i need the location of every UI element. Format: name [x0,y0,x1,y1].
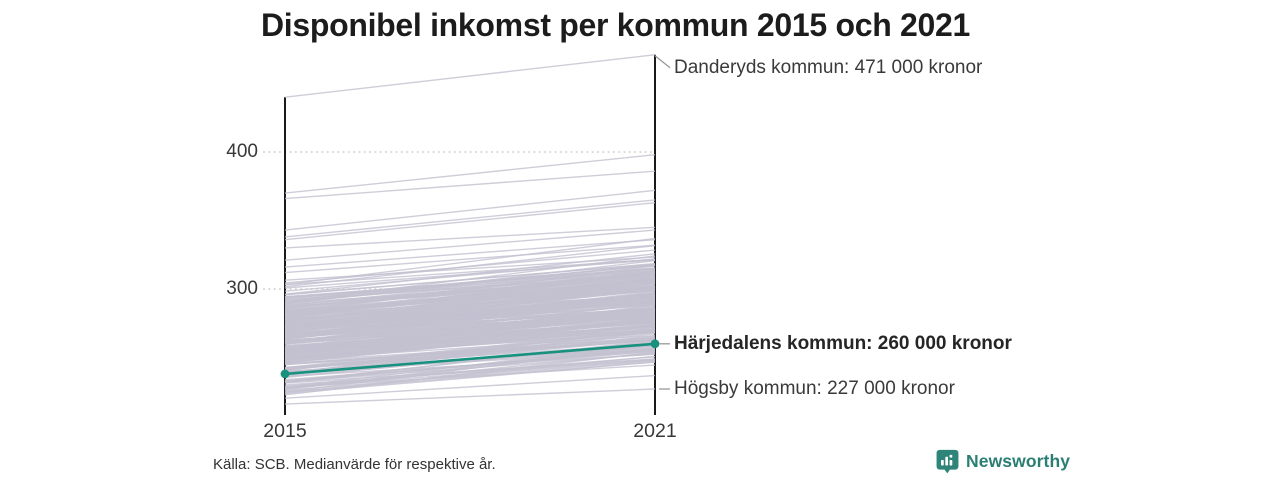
background-slope-lines [284,54,656,405]
annotation-danderyd: Danderyds kommun: 471 000 kronor [674,56,983,78]
newsworthy-logo-icon [936,449,959,474]
highlight-point-2021 [650,339,660,349]
source-note: Källa: SCB. Medianvärde för respektive å… [213,456,496,473]
x-tick-label-2015: 2015 [263,420,307,442]
newsworthy-branding: Newsworthy [936,449,1070,474]
annotation-harjedalen: Härjedalens kommun: 260 000 kronor [674,332,1012,354]
y-tick-label-400: 400 [226,141,258,162]
x-tick-label-2021: 2021 [633,420,677,442]
chart-title: Disponibel inkomst per kommun 2015 och 2… [260,7,971,43]
highlight-line-harjedalen [284,342,656,376]
newsworthy-wordmark: Newsworthy [966,451,1071,471]
annotation-hogsby: Högsby kommun: 227 000 kronor [674,378,955,399]
highlight-point-2015 [280,369,290,379]
callout-line [654,55,671,69]
y-tick-label-300: 300 [226,278,258,299]
